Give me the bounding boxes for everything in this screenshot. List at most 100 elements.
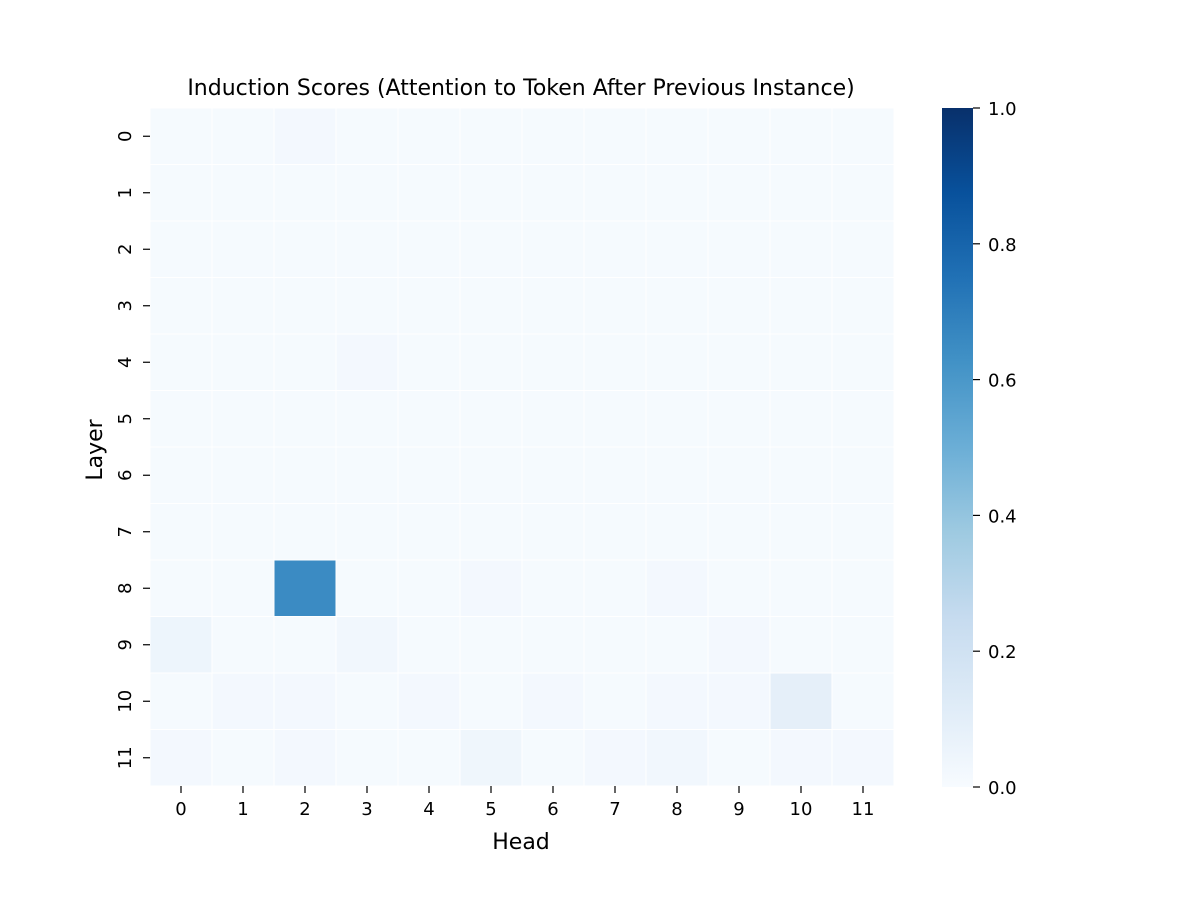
heatmap-cell <box>707 107 771 165</box>
heatmap-cell <box>831 220 895 278</box>
x-tick-label: 7 <box>609 799 620 820</box>
heatmap-cell <box>521 164 585 222</box>
heatmap-cell <box>769 729 833 787</box>
x-tick-label: 4 <box>423 799 434 820</box>
heatmap-cell <box>211 390 275 448</box>
heatmap-cell <box>459 333 523 391</box>
y-tick-label: 2 <box>115 244 136 255</box>
heatmap-cell <box>273 333 337 391</box>
y-tick-label: 1 <box>115 187 136 198</box>
heatmap-cell <box>583 277 647 335</box>
heatmap-cell <box>335 333 399 391</box>
heatmap-cell <box>335 390 399 448</box>
x-tick-label: 6 <box>547 799 558 820</box>
heatmap-cell <box>273 616 337 674</box>
y-tick-label: 3 <box>115 300 136 311</box>
heatmap-cell <box>707 277 771 335</box>
heatmap-cell <box>273 503 337 561</box>
x-tick-label: 1 <box>237 799 248 820</box>
heatmap-cell <box>707 333 771 391</box>
heatmap-cell <box>831 446 895 504</box>
heatmap-cell <box>459 559 523 617</box>
heatmap-cell <box>149 729 213 787</box>
heatmap-cell <box>769 672 833 730</box>
heatmap-cell <box>583 390 647 448</box>
heatmap-cell <box>521 390 585 448</box>
heatmap-cell <box>273 729 337 787</box>
heatmap-cell <box>459 277 523 335</box>
heatmap-cell <box>583 503 647 561</box>
heatmap-cell <box>397 672 461 730</box>
heatmap-cell <box>149 107 213 165</box>
colorbar-tick-label: 0.0 <box>988 778 1017 799</box>
heatmap-cell <box>335 559 399 617</box>
heatmap-cell <box>645 446 709 504</box>
heatmap-cell <box>397 107 461 165</box>
heatmap-cell <box>273 164 337 222</box>
heatmap-cell <box>335 446 399 504</box>
heatmap-cell <box>645 333 709 391</box>
heatmap-cell <box>335 107 399 165</box>
heatmap-cell <box>459 672 523 730</box>
heatmap-cell <box>211 333 275 391</box>
heatmap-cell <box>831 107 895 165</box>
y-tick-label: 4 <box>115 357 136 368</box>
y-axis-ticks: 0 1 2 3 4 5 6 7 8 9 10 11 <box>115 131 150 769</box>
heatmap-cell <box>583 729 647 787</box>
heatmap-cell <box>583 446 647 504</box>
heatmap-cell <box>769 277 833 335</box>
heatmap-cell <box>521 729 585 787</box>
heatmap-cell <box>149 277 213 335</box>
heatmap-cell <box>831 616 895 674</box>
heatmap-cell <box>521 107 585 165</box>
x-tick-label: 5 <box>485 799 496 820</box>
heatmap-cell <box>707 446 771 504</box>
heatmap-cell <box>583 164 647 222</box>
heatmap-cell <box>831 164 895 222</box>
heatmap-cell <box>459 390 523 448</box>
heatmap-cell <box>769 164 833 222</box>
y-tick-label: 6 <box>115 470 136 481</box>
heatmap-cell <box>583 220 647 278</box>
colorbar-gradient <box>942 108 973 787</box>
heatmap-cell <box>397 729 461 787</box>
heatmap-cell <box>645 729 709 787</box>
heatmap-cell <box>769 220 833 278</box>
heatmap-cell <box>769 559 833 617</box>
heatmap-cell <box>521 672 585 730</box>
colorbar: 0.0 0.2 0.4 0.6 0.8 1.0 <box>942 99 1017 799</box>
heatmap-cell <box>149 672 213 730</box>
heatmap-cell <box>459 446 523 504</box>
heatmap-cell <box>149 503 213 561</box>
heatmap-cell <box>273 107 337 165</box>
heatmap-cell <box>211 277 275 335</box>
heatmap-cell <box>149 333 213 391</box>
x-tick-label: 2 <box>299 799 310 820</box>
heatmap-cell <box>769 446 833 504</box>
heatmap-cell <box>211 672 275 730</box>
heatmap-cell <box>273 672 337 730</box>
y-tick-label: 10 <box>115 690 136 713</box>
y-tick-label: 0 <box>115 131 136 142</box>
heatmap-cell <box>583 559 647 617</box>
heatmap-cell <box>459 220 523 278</box>
heatmap-cell <box>459 729 523 787</box>
y-tick-label: 9 <box>115 639 136 650</box>
heatmap-cell <box>459 503 523 561</box>
heatmap-cell <box>397 164 461 222</box>
heatmap-cell <box>707 390 771 448</box>
heatmap-cell <box>211 107 275 165</box>
colorbar-tick-label: 1.0 <box>988 99 1017 120</box>
heatmap-cell <box>583 333 647 391</box>
colorbar-tick-label: 0.8 <box>988 235 1017 256</box>
heatmap-cell <box>211 559 275 617</box>
heatmap-cell <box>335 503 399 561</box>
x-tick-label: 11 <box>852 799 875 820</box>
y-tick-label: 7 <box>115 526 136 537</box>
heatmap-cell <box>335 164 399 222</box>
heatmap-cell <box>645 107 709 165</box>
colorbar-tick-label: 0.2 <box>988 642 1017 663</box>
heatmap-cell <box>273 446 337 504</box>
heatmap-cell <box>831 277 895 335</box>
